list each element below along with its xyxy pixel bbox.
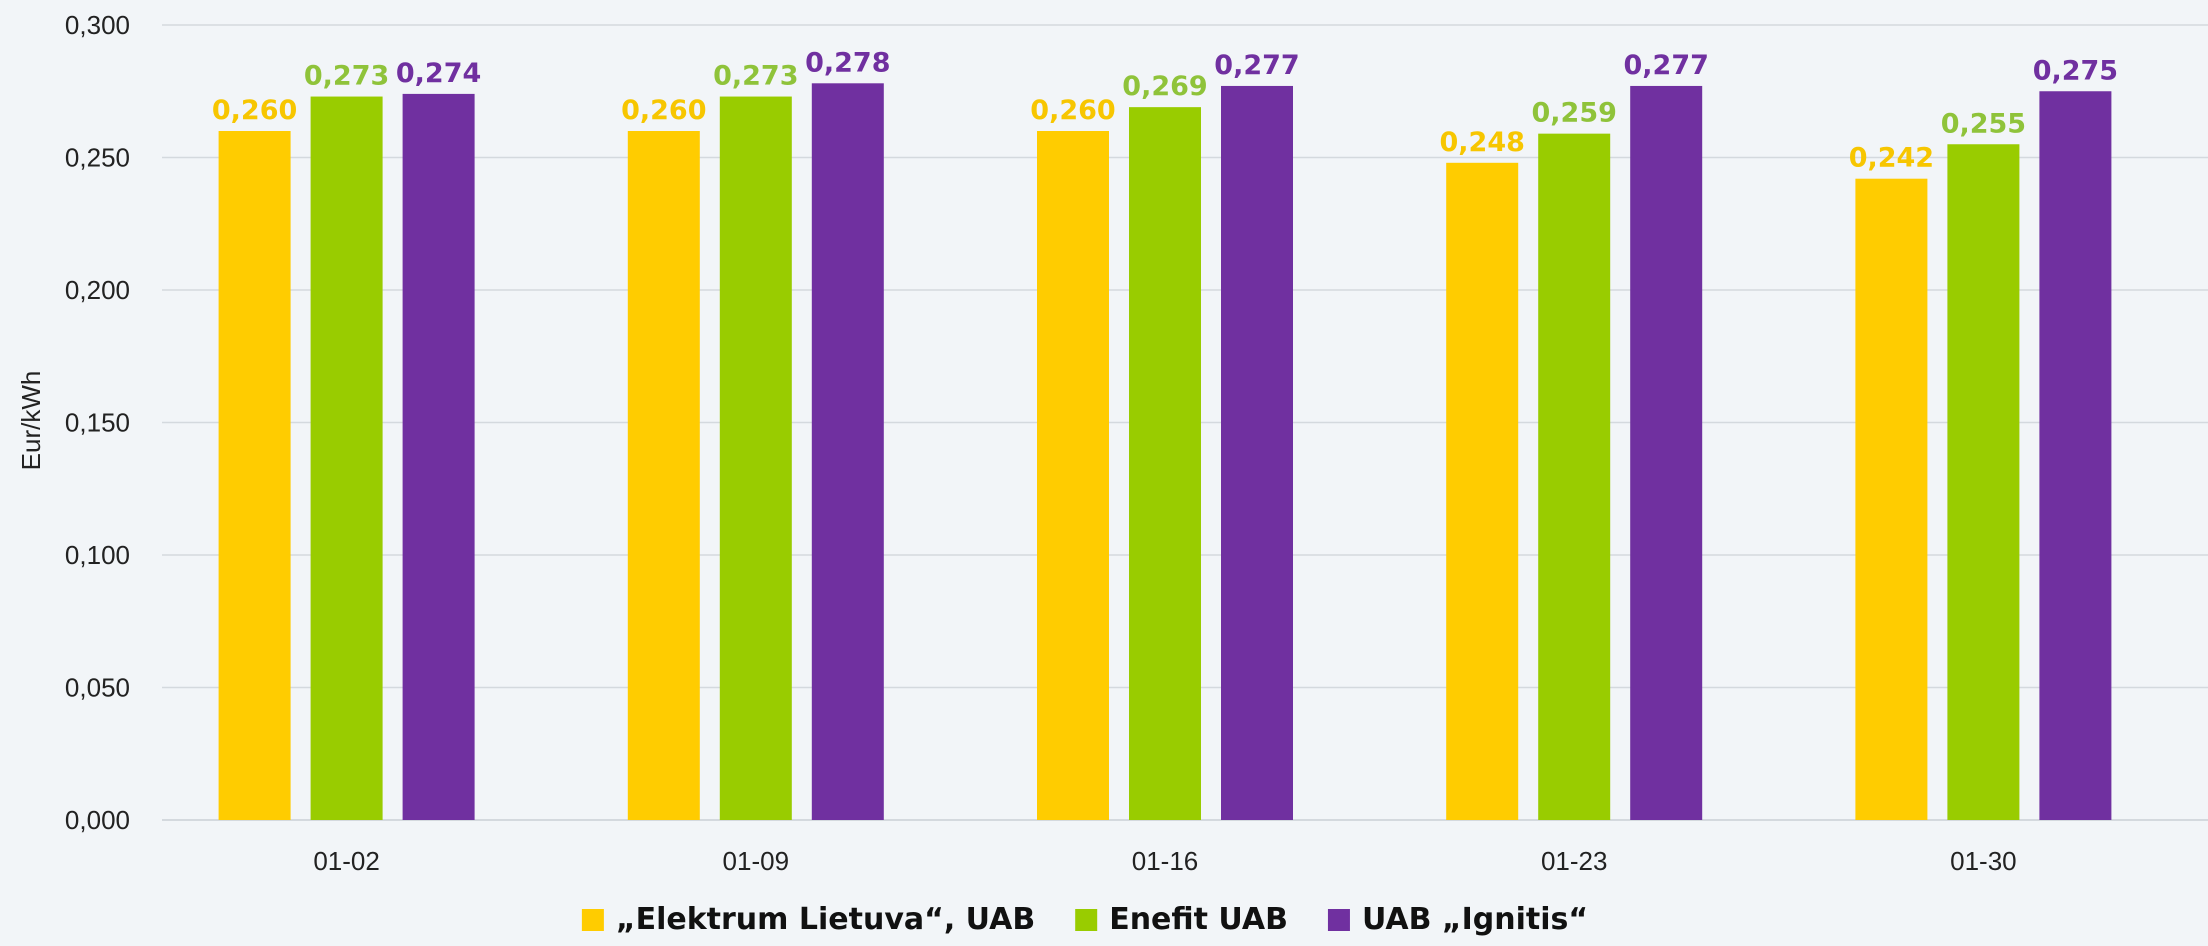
bar <box>310 96 383 821</box>
y-axis-ticks: 0,000 0,050 0,100 0,150 0,200 0,250 0,300 <box>65 10 130 835</box>
legend: „Elektrum Lietuva“, UAB Enefit UAB UAB „Ig… <box>581 902 1588 937</box>
bar <box>811 83 884 821</box>
data-label: 0,277 <box>1623 50 1708 81</box>
data-label: 0,260 <box>212 95 297 126</box>
y-tick-label: 0,200 <box>65 275 130 305</box>
data-label: 0,260 <box>1030 95 1115 126</box>
data-label: 0,274 <box>396 58 481 89</box>
bar <box>402 93 475 820</box>
bar <box>1129 107 1201 820</box>
y-axis-title: Eur/kWh <box>16 371 46 471</box>
bar <box>719 96 792 821</box>
y-tick-label: 0,150 <box>65 408 130 438</box>
x-axis-ticks: 01-02 01-09 01-16 01-23 01-30 <box>313 846 2016 876</box>
legend-label: „Elektrum Lietuva“, UAB <box>616 902 1035 937</box>
data-label: 0,248 <box>1439 127 1524 158</box>
legend-swatch <box>581 909 604 931</box>
bar <box>627 131 700 820</box>
x-tick-label: 01-02 <box>313 846 380 876</box>
bar <box>1630 85 1703 820</box>
y-tick-label: 0,050 <box>65 673 130 703</box>
bar <box>1037 131 1109 820</box>
legend-label: Enefit UAB <box>1109 902 1288 937</box>
x-tick-label: 01-23 <box>1541 846 1608 876</box>
legend-swatch <box>1327 909 1350 931</box>
x-tick-label: 01-09 <box>723 846 790 876</box>
bar <box>1855 178 1928 820</box>
data-label: 0,269 <box>1122 71 1207 102</box>
data-label: 0,259 <box>1531 98 1616 129</box>
y-tick-label: 0,300 <box>65 10 130 40</box>
data-label: 0,260 <box>621 95 706 126</box>
data-label: 0,273 <box>304 61 389 92</box>
bar <box>1947 144 2020 820</box>
bar <box>1221 85 1293 820</box>
legend-label: UAB „Ignitis“ <box>1362 902 1588 937</box>
bar <box>1538 133 1611 820</box>
x-tick-label: 01-30 <box>1950 846 2017 876</box>
y-tick-label: 0,250 <box>65 143 130 173</box>
x-tick-label: 01-16 <box>1132 846 1199 876</box>
data-label: 0,277 <box>1214 50 1299 81</box>
legend-item: UAB „Ignitis“ <box>1327 902 1588 937</box>
y-tick-label: 0,000 <box>65 805 130 835</box>
bars <box>218 83 2112 821</box>
data-label: 0,278 <box>805 47 890 78</box>
data-label: 0,273 <box>713 61 798 92</box>
data-label: 0,275 <box>2033 55 2118 86</box>
legend-item: Enefit UAB <box>1075 902 1288 937</box>
bar <box>1446 162 1519 821</box>
y-tick-label: 0,100 <box>65 540 130 570</box>
data-label: 0,255 <box>1941 108 2026 139</box>
legend-item: „Elektrum Lietuva“, UAB <box>581 902 1035 937</box>
legend-swatch <box>1075 909 1098 931</box>
bar <box>2039 91 2112 820</box>
bar <box>218 131 291 820</box>
data-label: 0,242 <box>1849 143 1934 174</box>
